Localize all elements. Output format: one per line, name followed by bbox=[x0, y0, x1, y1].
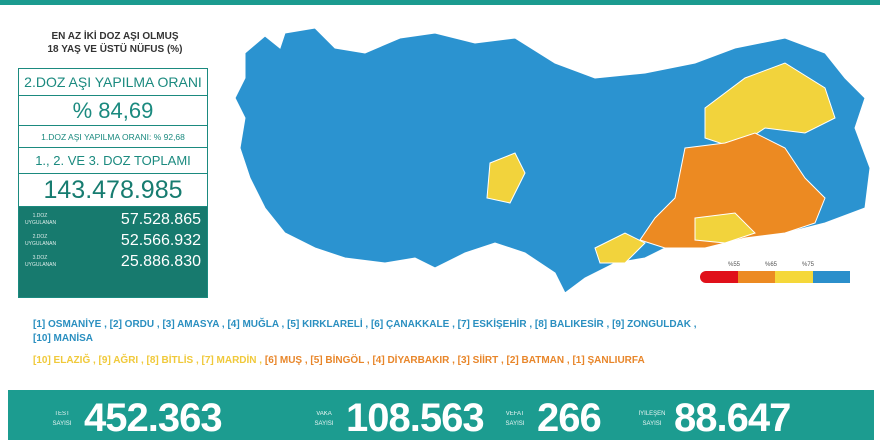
turkey-map bbox=[234, 27, 871, 294]
bottom-list-orange: [6] MUŞ , [5] BİNGÖL , [4] DİYARBAKIR , … bbox=[264, 355, 645, 366]
dose-value: 57.528.865 bbox=[120, 210, 201, 228]
page-title: EN AZ İKİ DOZ AŞI OLMUŞ 18 YAŞ VE ÜSTÜ NÜ… bbox=[20, 30, 210, 56]
dose-label: UYGULANAN bbox=[25, 219, 57, 226]
map-region-mid bbox=[594, 232, 646, 264]
legend-label: %65 bbox=[765, 262, 778, 268]
stat-value: 88.647 bbox=[674, 396, 791, 440]
dose-row: 3.DOZ UYGULANAN 25.886.830 bbox=[25, 251, 201, 272]
stat-recovered: İYİLEŞEN SAYISI 88.647 bbox=[638, 396, 791, 441]
dose-value: 25.886.830 bbox=[120, 252, 201, 270]
total-label: 1., 2. VE 3. DOZ TOPLAMI bbox=[19, 148, 207, 174]
top-bar bbox=[0, 0, 880, 5]
stat-label: SAYISI bbox=[314, 420, 334, 427]
top-list-line: [10] MANİSA bbox=[33, 333, 94, 344]
stat-deaths: VEFAT SAYISI 266 bbox=[501, 396, 602, 441]
second-dose-label: 2.DOZ AŞI YAPILMA ORANI bbox=[19, 69, 207, 96]
legend-swatch-yellow bbox=[775, 271, 813, 283]
top-provinces-list: [1] OSMANİYE , [2] ORDU , [3] AMASYA , [… bbox=[33, 318, 697, 346]
stat-cases: VAKA SAYISI 108.563 bbox=[310, 396, 485, 441]
second-dose-value: % 84,69 bbox=[19, 96, 207, 126]
dose-row: 2.DOZ UYGULANAN 52.566.932 bbox=[25, 230, 201, 251]
dose-row: 1.DOZ UYGULANAN 57.528.865 bbox=[25, 209, 201, 230]
bottom-provinces-list: [10] ELAZIĞ , [9] AĞRI , [8] BİTLİS , [7… bbox=[33, 354, 645, 368]
map-region-mid bbox=[704, 62, 836, 149]
dose-breakdown: 1.DOZ UYGULANAN 57.528.865 2.DOZ UYGULANAN 5… bbox=[19, 207, 207, 297]
legend-label: %75 bbox=[802, 262, 815, 268]
stat-label: SAYISI bbox=[505, 420, 525, 427]
stat-test: TEST SAYISI 452.363 bbox=[48, 396, 223, 441]
stat-value: 108.563 bbox=[346, 396, 485, 440]
dose-label: 1.DOZ bbox=[32, 212, 48, 219]
dose-label: UYGULANAN bbox=[25, 261, 57, 268]
title-line-1: EN AZ İKİ DOZ AŞI OLMUŞ bbox=[51, 31, 179, 42]
map-region-low bbox=[639, 132, 826, 249]
stat-label: SAYISI bbox=[52, 420, 72, 427]
legend-label: %55 bbox=[728, 262, 741, 268]
total-value: 143.478.985 bbox=[19, 174, 207, 207]
stat-label: VAKA bbox=[316, 410, 332, 417]
map-legend: %55 %65 %75 bbox=[700, 262, 850, 283]
title-line-2: 18 YAŞ VE ÜSTÜ NÜFUS (%) bbox=[47, 44, 183, 55]
stat-label: TEST bbox=[54, 410, 70, 417]
stat-value: 266 bbox=[537, 396, 602, 440]
map-region-mid bbox=[694, 212, 756, 244]
legend-swatch-red bbox=[700, 271, 738, 283]
first-dose-text: 1.DOZ AŞI YAPILMA ORANI: % 92,68 bbox=[19, 126, 207, 148]
dose-label: UYGULANAN bbox=[25, 240, 57, 247]
top-list-line: [1] OSMANİYE , [2] ORDU , [3] AMASYA , [… bbox=[33, 319, 697, 330]
dose-value: 52.566.932 bbox=[120, 231, 201, 249]
bottom-list-yellow: [10] ELAZIĞ , [9] AĞRI , [8] BİTLİS , [7… bbox=[33, 355, 265, 366]
legend-swatch-orange bbox=[737, 271, 775, 283]
vaccination-panel: 2.DOZ AŞI YAPILMA ORANI % 84,69 1.DOZ AŞ… bbox=[18, 68, 208, 298]
dose-label: 2.DOZ bbox=[32, 233, 48, 240]
stat-label: İYİLEŞEN bbox=[638, 410, 666, 417]
dose-label: 3.DOZ bbox=[32, 254, 48, 261]
daily-stats-bar: TEST SAYISI 452.363 VAKA SAYISI 108.563 VEFA… bbox=[8, 390, 874, 440]
stat-label: SAYISI bbox=[642, 420, 662, 427]
map-region-mid bbox=[486, 152, 526, 204]
legend-swatch-blue bbox=[812, 271, 850, 283]
stat-value: 452.363 bbox=[84, 396, 223, 440]
stat-label: VEFAT bbox=[505, 410, 525, 417]
